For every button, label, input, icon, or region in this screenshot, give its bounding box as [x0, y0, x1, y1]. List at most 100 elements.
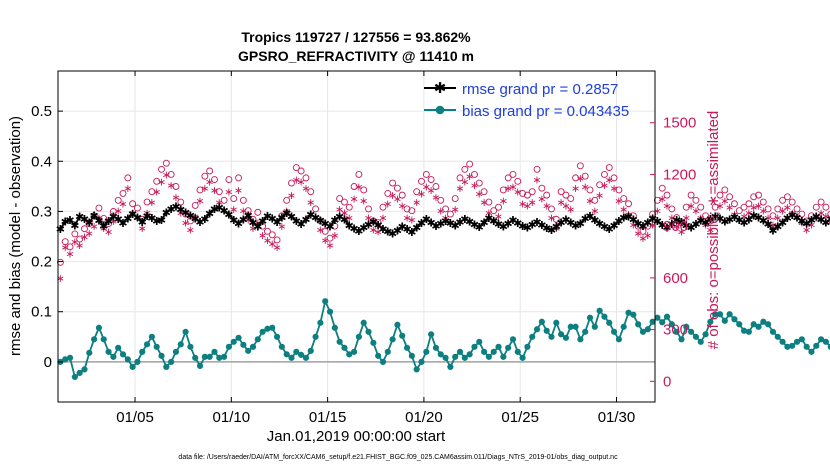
obs-possible-point: [56, 258, 64, 266]
rmse-point: ✱: [667, 218, 676, 231]
rmse-point: ✱: [571, 219, 580, 232]
bias-point: [379, 358, 387, 365]
rmse-point: ✱: [422, 213, 431, 226]
bias-point: [808, 348, 815, 355]
bias-point: [317, 319, 324, 326]
rmse-point: ✱: [523, 221, 532, 234]
rmse-point: ✱: [701, 216, 710, 229]
obs-assimilated-point: ∗: [224, 186, 233, 199]
bias-point: [91, 336, 98, 343]
bias-point: [480, 348, 488, 355]
rmse-point: ✱: [585, 210, 594, 223]
bias-point: [582, 328, 589, 335]
obs-assimilated-point: ∗: [797, 217, 806, 230]
obs-assimilated-point: ∗: [778, 205, 787, 218]
obs-possible-point: [432, 183, 440, 190]
obs-possible-point: [71, 230, 79, 238]
obs-assimilated-point: ∗: [378, 212, 387, 225]
obs-possible-point: [495, 203, 502, 211]
obs-possible-point: [576, 162, 584, 170]
bias-point: [495, 343, 502, 350]
bias-point: [745, 328, 752, 335]
y-left-tick-label: 0: [44, 354, 52, 371]
bias-point: [182, 328, 189, 335]
bias-point: [610, 328, 618, 335]
bias-point: [403, 344, 411, 351]
rmse-point: ✱: [75, 210, 84, 223]
obs-assimilated-point: ∗: [123, 182, 132, 195]
bias-point: [519, 354, 526, 361]
obs-assimilated-point: ∗: [234, 184, 243, 197]
obs-assimilated-point: ∗: [682, 212, 691, 225]
bias-point: [736, 321, 743, 328]
legend-bias-label: bias grand pr = 0.043435: [462, 103, 629, 120]
obs-assimilated-point: ∗: [571, 182, 580, 195]
rmse-point: ✱: [147, 212, 156, 225]
bias-point: [740, 327, 748, 334]
obs-assimilated-point: ∗: [547, 212, 556, 225]
bias-point: [322, 298, 329, 305]
rmse-point: ✱: [682, 219, 691, 232]
rmse-point: ✱: [446, 217, 455, 230]
obs-possible-point: [95, 204, 103, 212]
bias-point: [245, 347, 252, 354]
bias-point: [307, 347, 314, 354]
obs-assimilated-point: ∗: [691, 205, 700, 218]
obs-assimilated-point: ∗: [147, 196, 156, 209]
rmse-point: ✱: [691, 218, 700, 231]
obs-assimilated-point: ∗: [417, 187, 426, 200]
rmse-point: ✱: [398, 220, 407, 233]
rmse-point: ✱: [191, 212, 200, 225]
y-left-tick-label: 0.1: [31, 304, 52, 321]
obs-possible-point: [711, 203, 719, 211]
bias-point: [702, 331, 709, 338]
rmse-point: ✱: [826, 213, 830, 226]
bias-point: [514, 348, 521, 355]
obs-possible-point: [735, 207, 743, 215]
obs-assimilated-point: ∗: [662, 199, 671, 212]
obs-assimilated-point: ∗: [186, 224, 195, 237]
obs-assimilated-point: ∗: [89, 220, 98, 233]
obs-assimilated-point: ∗: [142, 206, 151, 219]
obs-assimilated-point: ∗: [595, 189, 604, 202]
obs-assimilated-point: ∗: [638, 232, 647, 245]
rmse-point: ✱: [301, 213, 310, 226]
bias-point: [312, 333, 319, 340]
bias-point: [134, 358, 141, 365]
obs-assimilated-point: ∗: [398, 199, 407, 212]
x-tick-label: 01/25: [501, 409, 539, 426]
bias-point: [293, 348, 300, 355]
obs-assimilated-point: ∗: [821, 210, 830, 223]
obs-assimilated-point: ∗: [239, 205, 248, 218]
bias-point: [105, 348, 112, 355]
bias-point: [721, 317, 728, 324]
rmse-point: ✱: [407, 226, 416, 239]
obs-possible-point: [158, 165, 165, 173]
obs-possible-point: [687, 191, 695, 199]
obs-assimilated-point: ∗: [484, 206, 493, 219]
obs-assimilated-point: ∗: [292, 174, 301, 187]
bias-point: [360, 319, 367, 326]
obs-possible-point: [774, 205, 782, 213]
obs-possible-point: [360, 186, 368, 194]
obs-assimilated-point: ∗: [816, 206, 825, 219]
obs-possible-point: [827, 210, 830, 218]
obs-possible-point: [668, 205, 676, 213]
bias-point: [66, 354, 74, 361]
obs-assimilated-point: ∗: [643, 229, 652, 242]
obs-possible-point: [389, 179, 397, 187]
obs-assimilated-point: ∗: [513, 186, 522, 199]
bias-point: [196, 362, 204, 369]
rmse-point: ✱: [138, 216, 147, 229]
rmse-point: ✱: [590, 214, 599, 227]
obs-possible-point: [220, 196, 228, 204]
bias-point: [683, 323, 690, 330]
x-tick-label: 01/30: [598, 409, 636, 426]
rmse-point: ✱: [393, 224, 402, 237]
obs-assimilated-point: ∗: [345, 212, 354, 225]
obs-assimilated-point: ∗: [701, 218, 710, 231]
rmse-point: ✱: [316, 214, 325, 227]
obs-assimilated-point: ∗: [802, 224, 811, 237]
rmse-point: ✱: [735, 214, 744, 227]
bias-point: [461, 354, 468, 361]
